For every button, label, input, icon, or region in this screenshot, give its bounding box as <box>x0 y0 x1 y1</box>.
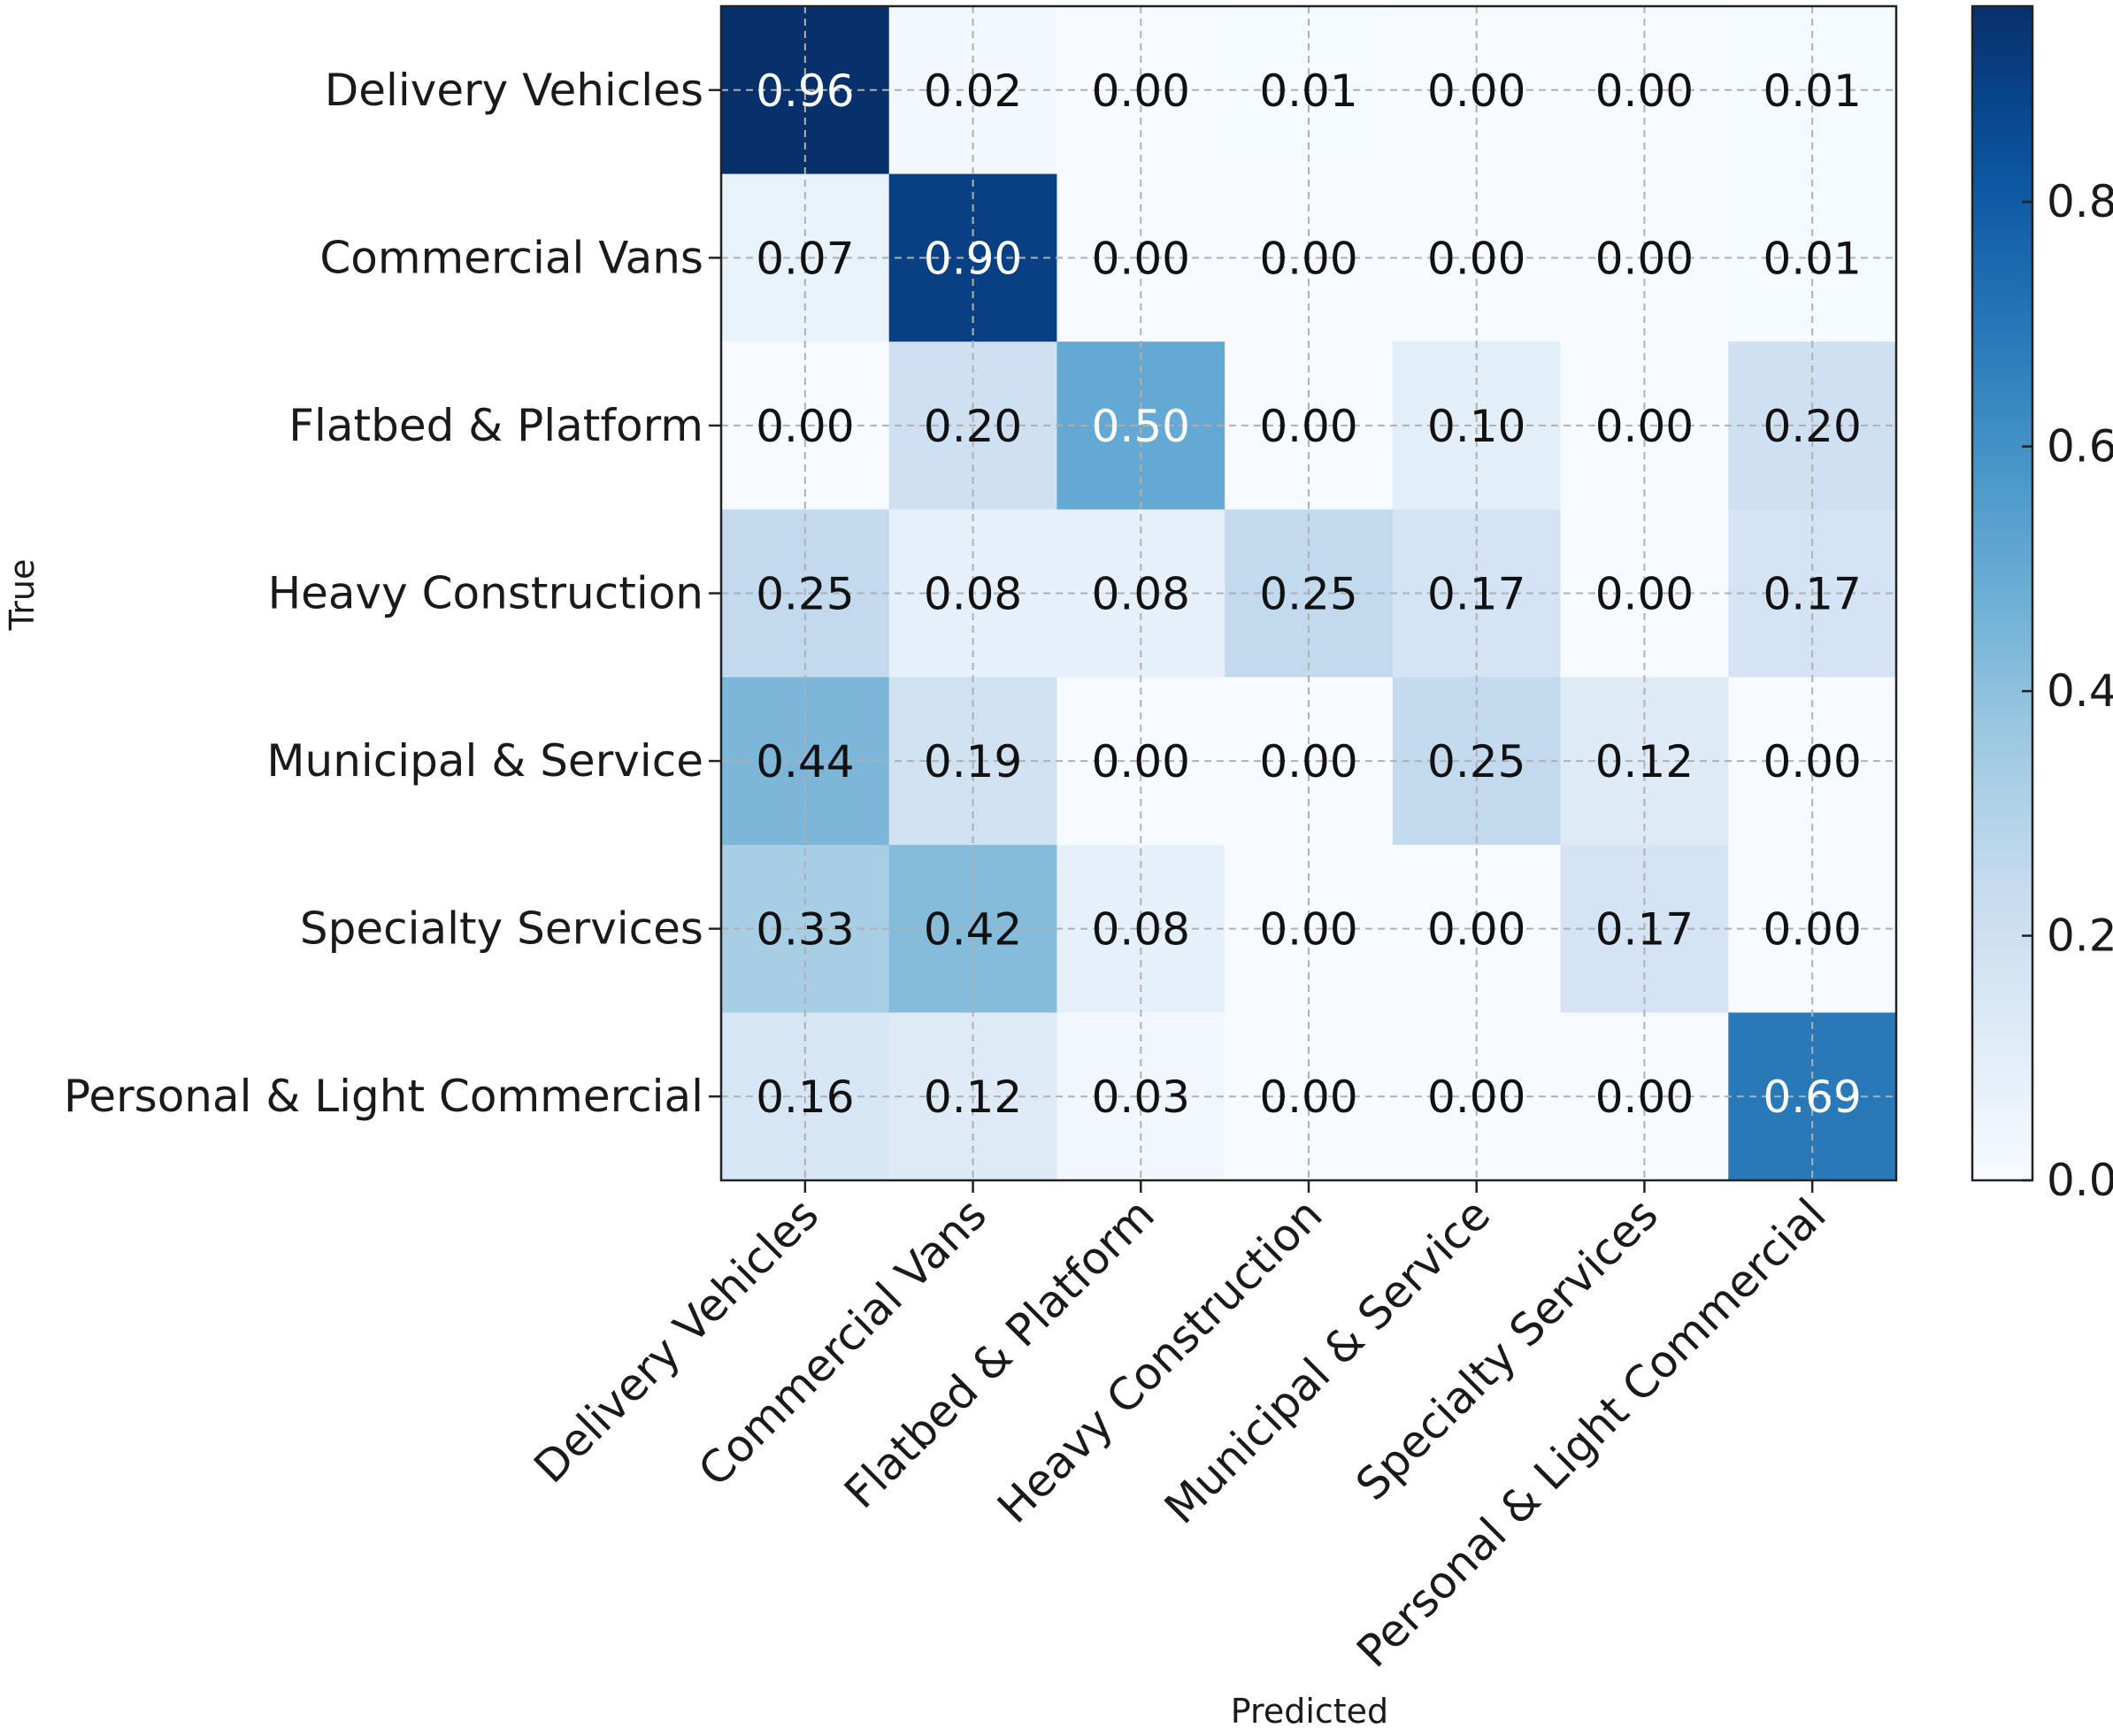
plot-frame <box>719 4 1898 1182</box>
cell-value: 0.10 <box>1427 401 1525 452</box>
x-tick-label: Heavy Construction <box>987 1188 1332 1532</box>
x-axis-label: Predicted <box>1231 1692 1388 1731</box>
cell-value: 0.25 <box>1427 736 1525 787</box>
y-tick-label: Specialty Services <box>300 903 703 955</box>
cell-value: 0.00 <box>756 401 854 452</box>
cell-value: 0.25 <box>1259 569 1357 620</box>
cell-value: 0.00 <box>1092 233 1190 284</box>
cell-value: 0.00 <box>1595 401 1694 452</box>
cell-value: 0.00 <box>1427 233 1525 284</box>
cell-value: 0.01 <box>1763 233 1861 284</box>
y-tick-label: Flatbed & Platform <box>288 400 703 451</box>
colorbar-tick-label: 0.8 <box>2047 176 2113 227</box>
y-tick-label: Commercial Vans <box>319 232 703 283</box>
cell-value: 0.00 <box>1427 65 1525 117</box>
y-tick-label: Municipal & Service <box>266 735 703 787</box>
cell-value: 0.08 <box>924 569 1022 620</box>
cell-value: 0.69 <box>1763 1072 1861 1123</box>
cell-value: 0.16 <box>756 1072 854 1123</box>
cell-value: 0.00 <box>1259 904 1357 956</box>
x-tick-label: Specialty Services <box>1346 1188 1668 1510</box>
cell-value: 0.20 <box>1763 401 1861 452</box>
cell-labels: 0.96 0.02 0.00 0.01 0.00 0.00 0.01 0.07 0.90 0.00… <box>756 65 1862 1123</box>
x-tick-label: Commercial Vans <box>688 1188 996 1496</box>
cell-value: 0.00 <box>1427 904 1525 956</box>
cell-value: 0.17 <box>1595 904 1694 956</box>
y-tick-label: Personal & Light Commercial <box>64 1071 703 1122</box>
x-tick-label: Delivery Vehicles <box>524 1188 828 1493</box>
cell-value: 0.00 <box>1259 1072 1357 1123</box>
cell-value: 0.25 <box>756 569 854 620</box>
cell-value: 0.17 <box>1427 569 1525 620</box>
colorbar-tick-label: 0.4 <box>2047 665 2113 717</box>
cell-value: 0.03 <box>1092 1072 1190 1123</box>
cell-value: 0.96 <box>756 65 854 117</box>
colorbar-tick-label: 0.2 <box>2047 910 2113 962</box>
cell-value: 0.01 <box>1259 65 1357 117</box>
cell-value: 0.00 <box>1259 736 1357 787</box>
cell-value: 0.00 <box>1092 736 1190 787</box>
cell-value: 0.08 <box>1092 904 1190 956</box>
cell-value: 0.42 <box>924 904 1022 956</box>
colorbar: 0.0 0.2 0.4 0.6 0.8 <box>1971 4 2113 1206</box>
colorbar-gradient <box>1971 4 2034 1182</box>
cell-value: 0.02 <box>924 65 1022 117</box>
cell-value: 0.01 <box>1763 65 1861 117</box>
cell-value: 0.50 <box>1092 401 1190 452</box>
cell-value: 0.12 <box>1595 736 1694 787</box>
x-tick-label: Municipal & Service <box>1155 1188 1500 1533</box>
y-axis-label: True <box>3 559 42 632</box>
cell-value: 0.00 <box>1595 569 1694 620</box>
cell-value: 0.19 <box>924 736 1022 787</box>
cell-value: 0.00 <box>1595 65 1694 117</box>
x-tick-label: Flatbed & Platform <box>834 1188 1164 1517</box>
cell-value: 0.33 <box>756 904 854 956</box>
colorbar-tick-label: 0.0 <box>2047 1155 2113 1206</box>
cell-value: 0.00 <box>1259 233 1357 284</box>
cell-value: 0.00 <box>1092 65 1190 117</box>
cell-value: 0.07 <box>756 233 854 284</box>
cell-value: 0.00 <box>1763 904 1861 956</box>
cell-value: 0.00 <box>1595 1072 1694 1123</box>
cell-value: 0.08 <box>1092 569 1190 620</box>
cell-value: 0.00 <box>1259 401 1357 452</box>
cell-value: 0.90 <box>924 233 1022 284</box>
colorbar-tick-label: 0.6 <box>2047 421 2113 472</box>
cell-value: 0.20 <box>924 401 1022 452</box>
cell-value: 0.44 <box>756 736 854 787</box>
cell-value: 0.12 <box>924 1072 1022 1123</box>
cell-value: 0.17 <box>1763 569 1861 620</box>
cell-value: 0.00 <box>1763 736 1861 787</box>
gridlines <box>721 6 1896 1180</box>
y-tick-label: Delivery Vehicles <box>325 65 703 116</box>
y-tick-label: Heavy Construction <box>268 568 703 619</box>
cell-value: 0.00 <box>1427 1072 1525 1123</box>
cell-value: 0.00 <box>1595 233 1694 284</box>
